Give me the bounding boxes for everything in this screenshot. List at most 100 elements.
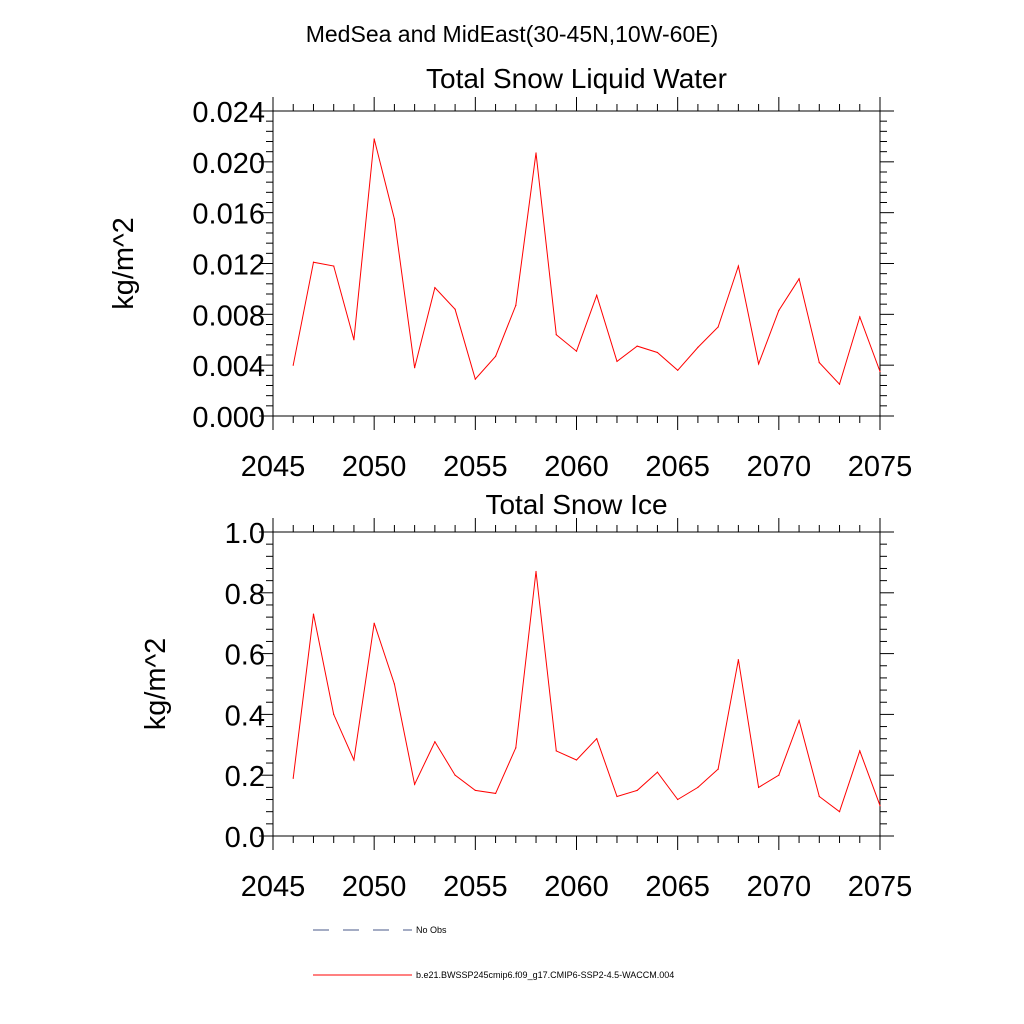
data-point [494,792,497,795]
data-point [838,811,841,813]
data-point [778,774,780,776]
data-point [879,805,881,807]
data-point [414,367,416,369]
data-point [596,294,598,296]
plot-frame [272,110,881,417]
data-point [636,345,638,347]
y-tick-label: 0.004 [192,351,265,383]
chart-panel-snow-liquid-water: Total Snow Liquid Water 2045 2050 2055 2060 2… [108,63,912,483]
data-point [575,759,578,761]
data-point [717,768,719,770]
data-point [474,789,476,792]
x-tick-label: 2060 [544,451,609,483]
panel-title: Total Snow Ice [485,489,667,520]
data-point [737,659,739,661]
legend-label-no-obs: No Obs [416,925,447,935]
data-point [353,759,355,761]
x-tick-label: 2065 [645,871,710,903]
data-point [393,218,395,220]
panel-title: Total Snow Liquid Water [426,63,727,94]
x-tick-label: 2045 [241,451,306,483]
data-point [333,265,335,267]
data-point [697,786,699,788]
data-point [737,265,739,267]
data-point [555,334,557,336]
series-line [292,571,881,813]
y-tick-label: 0.008 [192,300,265,332]
data-point [535,152,537,154]
data-point [353,339,355,341]
y-tick-label: 0.020 [192,148,265,180]
x-tick-label: 2075 [848,871,913,903]
data-point [798,278,800,280]
data-point [292,777,294,779]
data-point [818,362,820,364]
x-tick-label: 2055 [443,451,508,483]
data-point [879,370,881,373]
data-point [515,304,517,307]
data-point [575,350,578,352]
data-point [798,719,800,722]
data-point [474,378,476,380]
y-tick-label: 0.4 [225,700,265,732]
y-tick-label: 0.2 [225,761,265,793]
figure-title: MedSea and MidEast(30-45N,10W-60E) [306,21,719,47]
series-line [292,138,881,386]
data-point [596,738,598,740]
data-point [697,346,699,348]
y-tick-label: 0.8 [225,579,265,611]
data-point [677,798,679,801]
x-tick-label: 2075 [848,451,913,483]
data-point [414,783,416,785]
data-point [758,363,760,365]
data-point [494,355,497,357]
x-tick-label: 2070 [747,451,812,483]
y-tick-label: 0.024 [192,97,265,129]
x-tick-label: 2065 [645,451,710,483]
data-point [535,570,537,573]
y-tick-label: 0.6 [225,640,265,672]
data-point [434,287,436,289]
data-point [555,750,557,752]
chart-panel-snow-ice: Total Snow Ice 2045 2050 2055 2060 2065 2070 20… [140,489,912,903]
x-tick-label: 2060 [544,871,609,903]
data-point [434,741,436,743]
data-point [515,747,517,749]
data-point [312,613,315,615]
data-point [717,326,719,328]
y-tick-label: 0.0 [225,822,265,854]
y-axis-label: kg/m^2 [140,638,172,731]
data-point [677,369,679,371]
data-point [656,351,659,354]
data-point [373,138,375,140]
data-point [373,622,375,624]
legend: No Obs b.e21.BWSSP245cmip6.f09_g17.CMIP6… [313,925,674,980]
x-tick-label: 2050 [342,871,407,903]
data-point [859,750,861,752]
data-point [312,261,315,263]
plot-frame [272,531,881,837]
y-tick-label: 0.016 [192,199,265,231]
x-tick-label: 2045 [241,871,306,903]
data-point [454,308,456,310]
data-point [859,316,861,318]
x-tick-label: 2070 [747,871,812,903]
data-point [454,774,456,776]
data-point [616,795,618,798]
y-tick-label: 0.000 [192,402,265,434]
data-point [758,786,760,788]
data-point [292,364,294,366]
data-point [636,789,638,792]
data-point [656,771,659,773]
data-point [778,309,780,312]
x-tick-label: 2050 [342,451,407,483]
data-point [393,683,395,685]
x-tick-label: 2055 [443,871,508,903]
data-point [616,360,618,362]
y-tick-label: 0.012 [192,250,265,282]
data-point [818,795,820,798]
legend-label-model-run: b.e21.BWSSP245cmip6.f09_g17.CMIP6-SSP2-4… [416,970,674,980]
data-point [838,383,841,385]
y-axis-label: kg/m^2 [108,217,140,310]
